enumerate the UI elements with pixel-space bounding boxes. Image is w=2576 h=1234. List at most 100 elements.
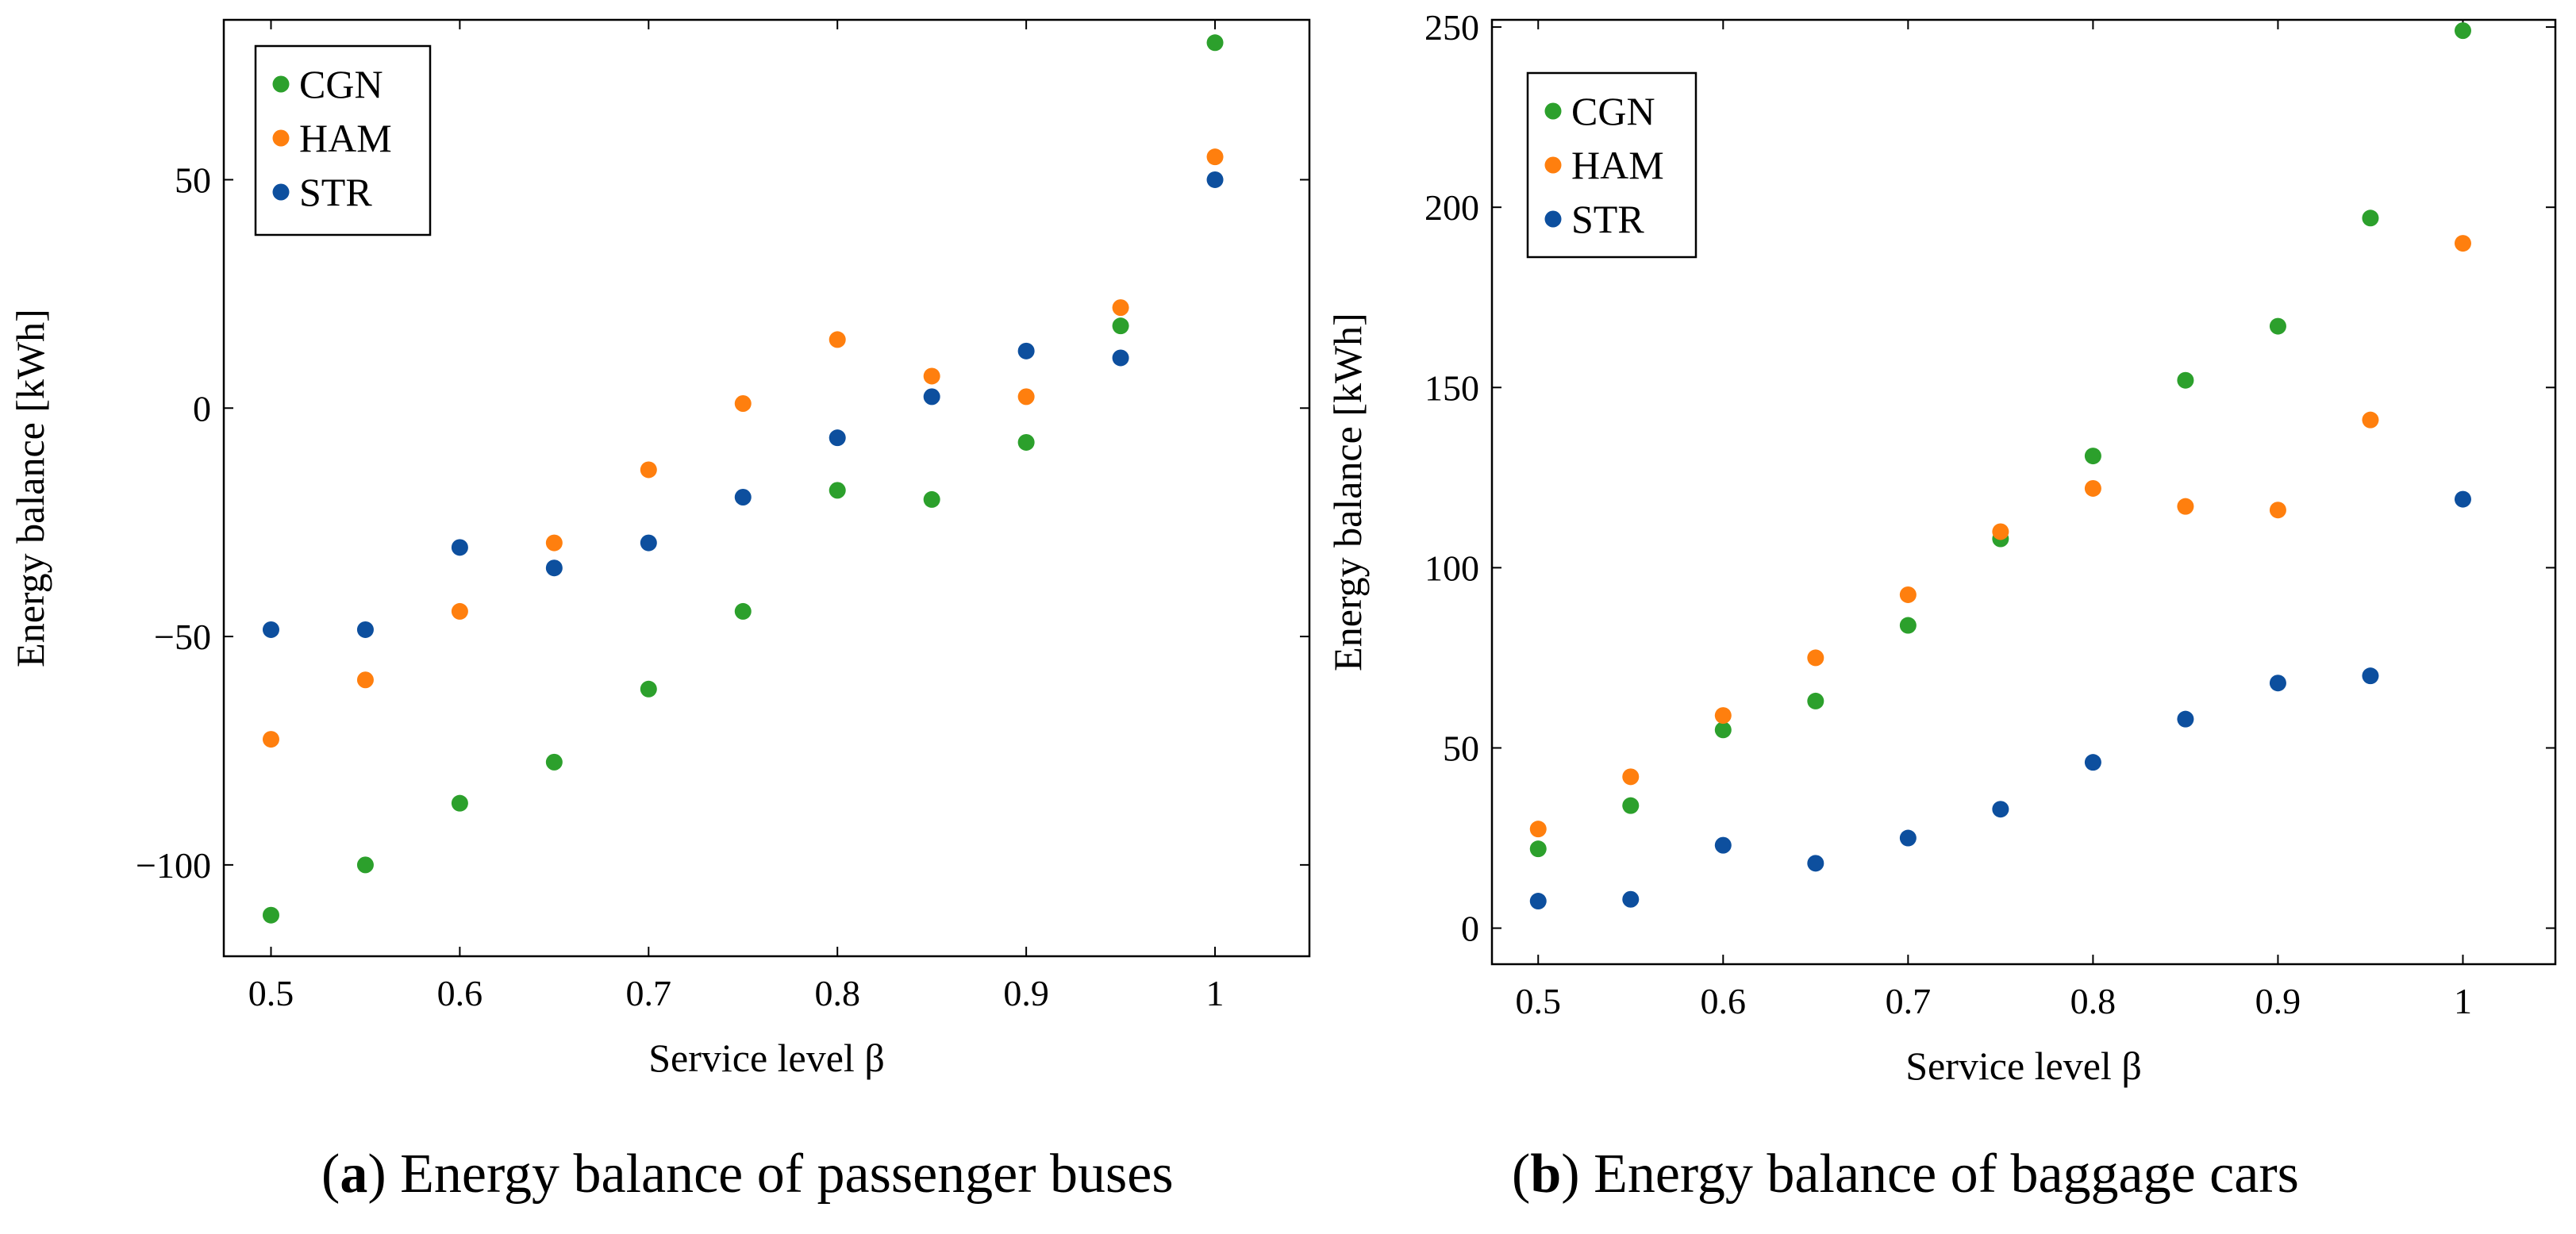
legend-label-str: STR	[1571, 197, 1644, 241]
point-ham	[829, 331, 846, 348]
point-str	[923, 388, 940, 406]
point-str	[451, 539, 468, 556]
point-ham	[356, 671, 374, 689]
y-tick-label: 0	[1461, 909, 1479, 949]
point-str	[2269, 675, 2286, 692]
point-ham	[734, 395, 752, 413]
point-ham	[1622, 768, 1640, 786]
point-str	[2177, 710, 2194, 728]
point-ham	[1017, 388, 1035, 406]
point-str	[545, 559, 563, 577]
legend-label-str: STR	[299, 170, 372, 214]
point-cgn	[2177, 371, 2194, 389]
legend-marker-ham	[1544, 156, 1562, 174]
point-ham	[2362, 411, 2379, 429]
point-cgn	[734, 602, 752, 620]
legend-label-ham: HAM	[1571, 143, 1664, 187]
point-str	[356, 621, 374, 638]
point-cgn	[1112, 317, 1129, 335]
point-cgn	[1206, 34, 1224, 52]
point-str	[640, 534, 657, 552]
point-cgn	[451, 794, 468, 812]
point-ham	[1112, 299, 1129, 317]
point-cgn	[2084, 448, 2101, 465]
x-tick-label: 0.7	[1886, 981, 1932, 1021]
x-tick-label: 0.5	[248, 973, 294, 1013]
point-ham	[1206, 148, 1224, 166]
caption-b: (b) Energy balance of baggage cars	[1512, 1144, 2299, 1205]
point-str	[734, 489, 752, 506]
point-ham	[1529, 821, 1547, 838]
point-cgn	[2269, 317, 2286, 335]
x-tick-label: 0.8	[2070, 981, 2117, 1021]
point-cgn	[2454, 22, 2471, 40]
legend-marker-cgn	[272, 75, 290, 93]
point-cgn	[1529, 840, 1547, 858]
x-tick-label: 0.8	[814, 973, 860, 1013]
point-cgn	[1714, 721, 1732, 739]
y-tick-label: 50	[175, 160, 211, 200]
point-str	[2362, 667, 2379, 685]
point-str	[1714, 836, 1732, 854]
point-str	[1899, 829, 1917, 847]
point-ham	[1992, 523, 2009, 540]
point-cgn	[1807, 692, 1824, 709]
point-ham	[1714, 707, 1732, 725]
point-cgn	[1899, 617, 1917, 634]
point-str	[1017, 342, 1035, 359]
plot-frame	[1490, 18, 2557, 966]
y-tick-label: 100	[1424, 548, 1479, 588]
y-tick-label: −50	[154, 617, 211, 657]
x-tick-label: 1	[1206, 973, 1225, 1013]
point-ham	[451, 602, 468, 620]
point-str	[1992, 801, 2009, 818]
point-cgn	[640, 680, 657, 698]
plot-frame	[222, 18, 1311, 958]
point-str	[1807, 855, 1824, 872]
point-ham	[2084, 479, 2101, 497]
x-tick-label: 0.6	[1701, 981, 1747, 1021]
x-axis-label: Service level β	[1905, 1044, 2142, 1088]
point-str	[1206, 171, 1224, 188]
caption-a-letter: a	[340, 1144, 368, 1205]
point-str	[262, 621, 279, 638]
point-str	[1622, 890, 1640, 908]
caption-a: (a) Energy balance of passenger buses	[321, 1144, 1174, 1205]
point-str	[829, 429, 846, 447]
point-ham	[545, 534, 563, 552]
y-axis-label: Energy balance [kWh]	[1325, 313, 1370, 671]
legend-label-ham: HAM	[299, 116, 392, 160]
chart-b: 0.5 0.6 0.7 0.8 0.9 1 0 50 100 150 200 250 Service l…	[1325, 7, 2557, 1088]
x-tick-label: 0.7	[626, 973, 672, 1013]
caption-b-letter: b	[1530, 1144, 1562, 1205]
x-tick-label: 0.6	[437, 973, 483, 1013]
legend-marker-ham	[272, 129, 290, 147]
point-cgn	[356, 856, 374, 874]
point-ham	[2454, 235, 2471, 252]
point-cgn	[262, 906, 279, 924]
point-cgn	[829, 482, 846, 499]
x-tick-label: 0.9	[1003, 973, 1049, 1013]
legend-marker-cgn	[1544, 102, 1562, 120]
x-tick-label: 0.9	[2255, 981, 2301, 1021]
y-tick-label: −100	[136, 845, 211, 886]
point-cgn	[545, 753, 563, 771]
y-tick-label: 250	[1424, 7, 1479, 48]
x-axis-label: Service level β	[648, 1036, 885, 1080]
point-cgn	[923, 490, 940, 508]
caption-b-text: Energy balance of baggage cars	[1594, 1144, 2299, 1205]
point-str	[1529, 893, 1547, 910]
point-ham	[1807, 649, 1824, 667]
caption-a-text: Energy balance of passenger buses	[400, 1144, 1174, 1205]
y-axis-label: Energy balance [kWh]	[8, 309, 52, 667]
x-tick-label: 0.5	[1516, 981, 1562, 1021]
point-cgn	[1017, 433, 1035, 451]
y-tick-label: 50	[1443, 728, 1479, 768]
chart-a: 0.5 0.6 0.7 0.8 0.9 1 −100 −50 0 50 Service level …	[8, 18, 1311, 1080]
point-str	[2084, 754, 2101, 771]
y-tick-label: 200	[1424, 187, 1479, 228]
point-ham	[640, 461, 657, 479]
legend-marker-str	[272, 183, 290, 201]
point-ham	[2269, 502, 2286, 519]
